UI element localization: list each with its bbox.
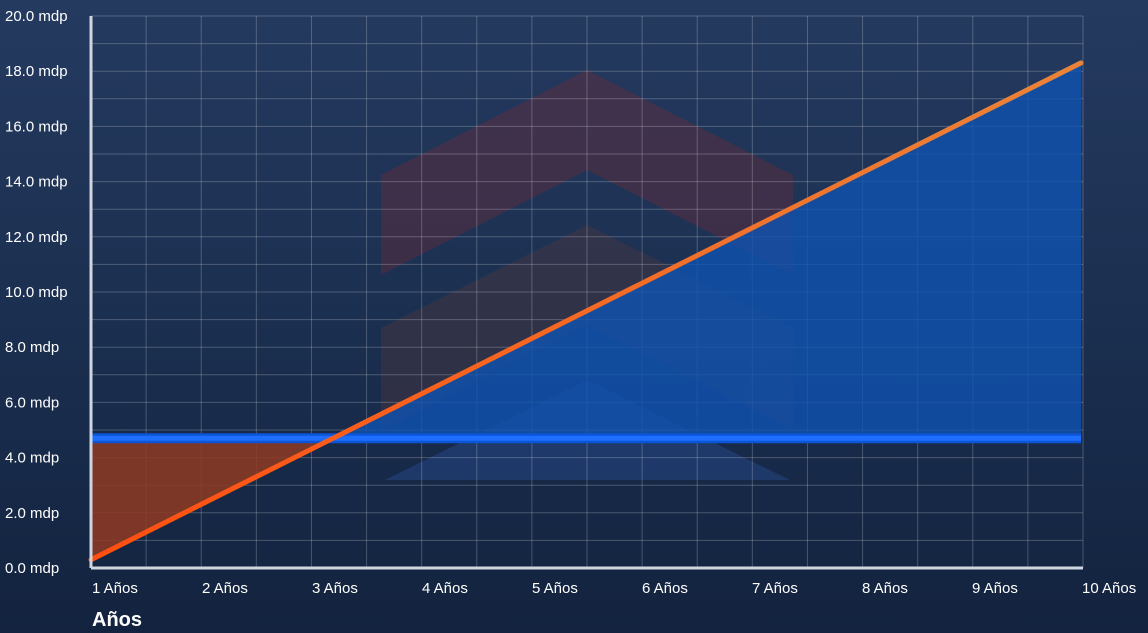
y-tick-label: 0.0 mdp — [5, 560, 59, 577]
axes — [89, 16, 1083, 570]
y-tick-label: 8.0 mdp — [5, 339, 59, 356]
x-tick-label: 6 Años — [642, 580, 688, 597]
y-tick-label: 10.0 mdp — [5, 284, 68, 301]
x-tick-labels: 1 Años 2 Años 3 Años 4 Años 5 Años 6 Años 7 Añ… — [92, 580, 1136, 597]
y-tick-label: 4.0 mdp — [5, 450, 59, 467]
y-tick-label: 6.0 mdp — [5, 394, 59, 411]
y-tick-labels: 0.0 mdp 2.0 mdp 4.0 mdp 6.0 mdp 8.0 mdp 10.0 … — [5, 8, 68, 577]
x-tick-label: 5 Años — [532, 580, 578, 597]
y-tick-label: 12.0 mdp — [5, 229, 68, 246]
y-tick-label: 14.0 mdp — [5, 174, 68, 191]
x-tick-label: 3 Años — [312, 580, 358, 597]
x-axis-title: Años — [92, 609, 142, 631]
x-tick-label: 2 Años — [202, 580, 248, 597]
x-tick-label: 10 Años — [1082, 580, 1136, 597]
series-line-rising — [88, 60, 1084, 563]
x-tick-label: 8 Años — [862, 580, 908, 597]
y-tick-label: 18.0 mdp — [5, 63, 68, 80]
y-tick-label: 20.0 mdp — [5, 8, 68, 25]
x-tick-label: 4 Años — [422, 580, 468, 597]
x-tick-label: 1 Años — [92, 580, 138, 597]
x-tick-label: 7 Años — [752, 580, 798, 597]
y-tick-label: 2.0 mdp — [5, 505, 59, 522]
series-lines — [88, 60, 1084, 563]
y-tick-label: 16.0 mdp — [5, 118, 68, 135]
x-tick-label: 9 Años — [972, 580, 1018, 597]
